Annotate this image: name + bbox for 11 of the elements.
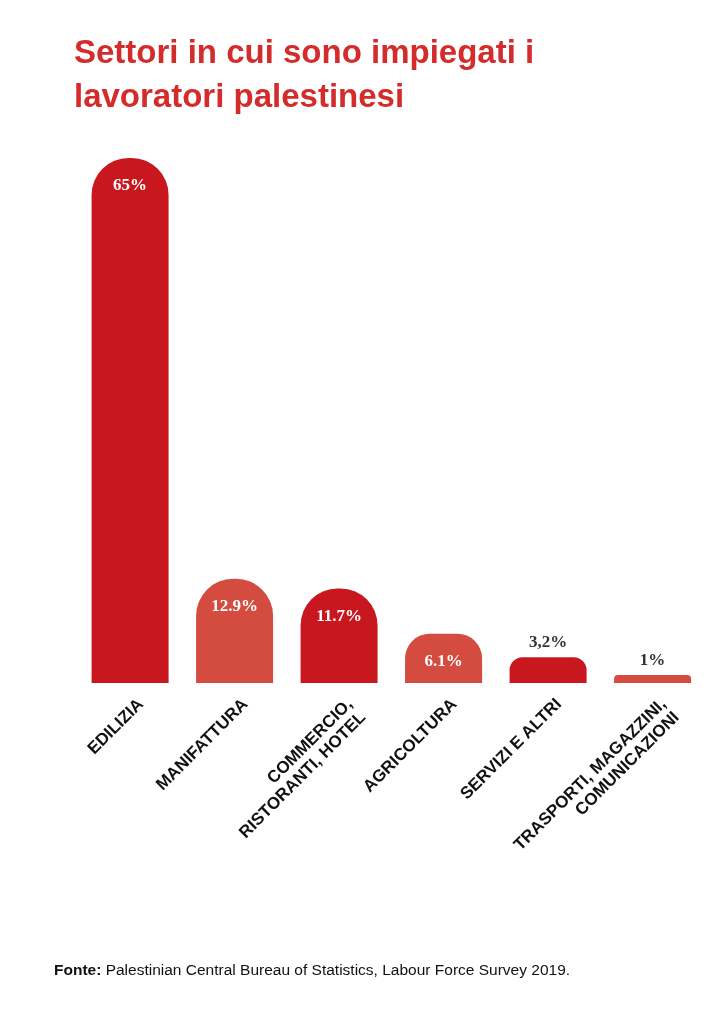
data-label: 65% (113, 175, 148, 194)
bar (509, 657, 587, 683)
data-label: 3,2% (528, 632, 568, 652)
chart-title: Settori in cui sono impiegati i lavoratori palestinesi (74, 32, 536, 116)
bar (91, 158, 169, 683)
data-label: 1% (639, 649, 666, 669)
bar (614, 674, 692, 683)
data-label: 11.7% (316, 605, 362, 625)
source-note: Fonte: Palestinian Central Bureau of Statistics, Labour Force Survey 2019. (54, 961, 571, 979)
data-label: 12.9% (211, 595, 258, 615)
data-label: 6.1% (424, 650, 463, 670)
